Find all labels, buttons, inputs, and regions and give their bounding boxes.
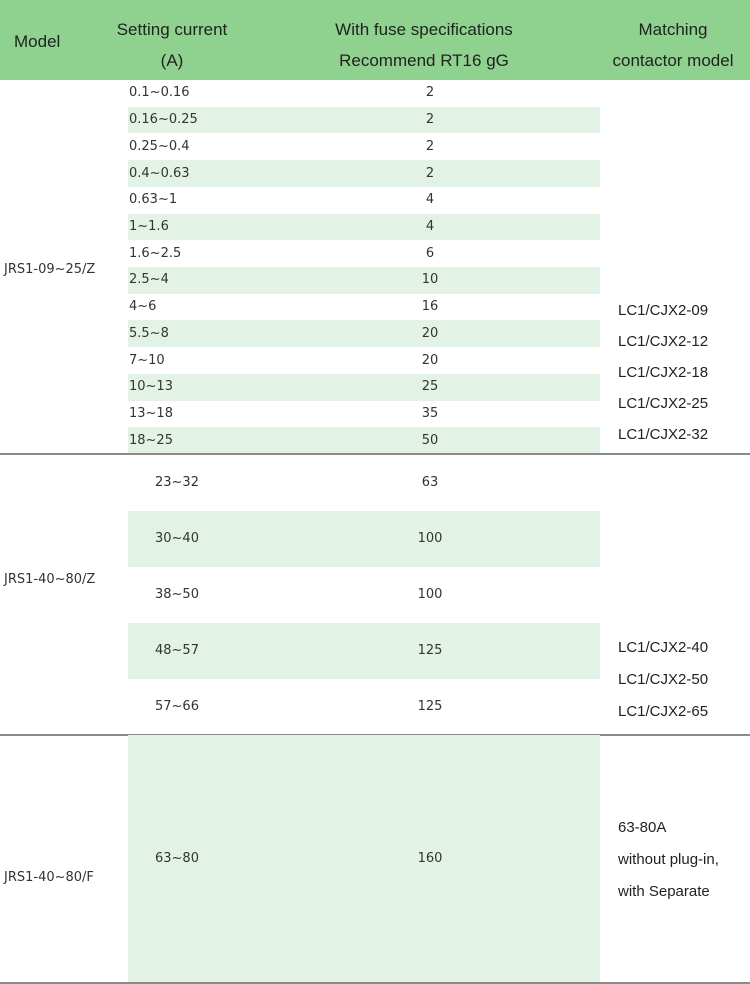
setting-current: 10~13 bbox=[129, 379, 173, 395]
setting-current: 23~32 bbox=[155, 475, 199, 490]
setting-current: 63~80 bbox=[155, 851, 199, 866]
contactor: with Separate bbox=[618, 883, 710, 900]
fuse: 63 bbox=[421, 475, 439, 490]
contactor: LC1/CJX2-65 bbox=[618, 703, 709, 720]
setting-current: 57~66 bbox=[155, 699, 199, 714]
setting-current: 30~40 bbox=[155, 531, 199, 546]
fuse: 20 bbox=[421, 352, 439, 368]
model: JRS1-40~80/Z bbox=[4, 572, 96, 587]
setting-current: 48~57 bbox=[155, 643, 199, 658]
fuse: 6 bbox=[425, 245, 435, 261]
header-band bbox=[0, 0, 750, 80]
fuse: 2 bbox=[425, 138, 435, 154]
header-setting-current: (A) bbox=[160, 51, 184, 70]
header-model: Model bbox=[14, 32, 61, 51]
stripe bbox=[128, 373, 600, 401]
group-border bbox=[0, 982, 750, 984]
setting-current: 1.6~2.5 bbox=[129, 245, 182, 261]
header-contactor: Matching bbox=[638, 20, 708, 39]
header-setting-current: Setting current bbox=[116, 20, 228, 39]
setting-current: 5.5~8 bbox=[129, 325, 169, 341]
contactor: LC1/CJX2-40 bbox=[618, 639, 709, 656]
fuse: 50 bbox=[421, 432, 439, 448]
stripe bbox=[128, 623, 600, 679]
fuse: 100 bbox=[417, 587, 443, 602]
header-contactor: contactor model bbox=[612, 51, 734, 70]
fuse: 2 bbox=[425, 85, 435, 101]
setting-current: 13~18 bbox=[129, 405, 173, 421]
contactor: LC1/CJX2-18 bbox=[618, 364, 709, 381]
fuse: 20 bbox=[421, 325, 439, 341]
contactor: LC1/CJX2-50 bbox=[618, 671, 709, 688]
group-border bbox=[0, 453, 750, 455]
setting-current: 2.5~4 bbox=[129, 272, 169, 288]
contactor: without plug-in, bbox=[618, 851, 719, 868]
fuse: 35 bbox=[421, 405, 439, 421]
header-fuse: With fuse specifications bbox=[335, 20, 513, 39]
header-fuse: Recommend RT16 gG bbox=[339, 51, 509, 70]
fuse: 125 bbox=[417, 699, 443, 714]
fuse: 16 bbox=[421, 299, 439, 315]
setting-current: 18~25 bbox=[129, 432, 173, 448]
setting-current: 0.4~0.63 bbox=[129, 165, 190, 181]
fuse: 2 bbox=[425, 112, 435, 128]
contactor: 63-80A bbox=[618, 819, 667, 836]
stripe bbox=[128, 160, 600, 187]
fuse: 125 bbox=[417, 643, 443, 658]
fuse: 4 bbox=[425, 192, 435, 208]
fuse: 4 bbox=[425, 218, 435, 234]
setting-current: 0.63~1 bbox=[129, 192, 178, 208]
fuse: 160 bbox=[417, 851, 443, 866]
stripe bbox=[128, 511, 600, 567]
contactor: LC1/CJX2-25 bbox=[618, 395, 709, 412]
setting-current: 4~6 bbox=[129, 299, 157, 315]
contactor: LC1/CJX2-32 bbox=[618, 426, 709, 443]
stripe bbox=[128, 735, 600, 983]
setting-current: 0.1~0.16 bbox=[129, 85, 190, 101]
fuse: 10 bbox=[421, 272, 439, 288]
stripe bbox=[128, 320, 600, 348]
setting-current: 38~50 bbox=[155, 587, 199, 602]
contactor: LC1/CJX2-09 bbox=[618, 302, 709, 319]
fuse: 2 bbox=[425, 165, 435, 181]
contactor: LC1/CJX2-12 bbox=[618, 333, 709, 350]
setting-current: 0.16~0.25 bbox=[129, 112, 198, 128]
fuse: 100 bbox=[417, 531, 443, 546]
stripe bbox=[128, 267, 600, 294]
setting-current: 7~10 bbox=[129, 352, 165, 368]
stripe bbox=[128, 213, 600, 241]
setting-current: 1~1.6 bbox=[129, 218, 169, 234]
stripe bbox=[128, 106, 600, 134]
stripe bbox=[128, 427, 600, 454]
fuse: 25 bbox=[421, 379, 439, 395]
model: JRS1-40~80/F bbox=[4, 870, 94, 885]
model: JRS1-09~25/Z bbox=[4, 262, 96, 277]
setting-current: 0.25~0.4 bbox=[129, 138, 190, 154]
